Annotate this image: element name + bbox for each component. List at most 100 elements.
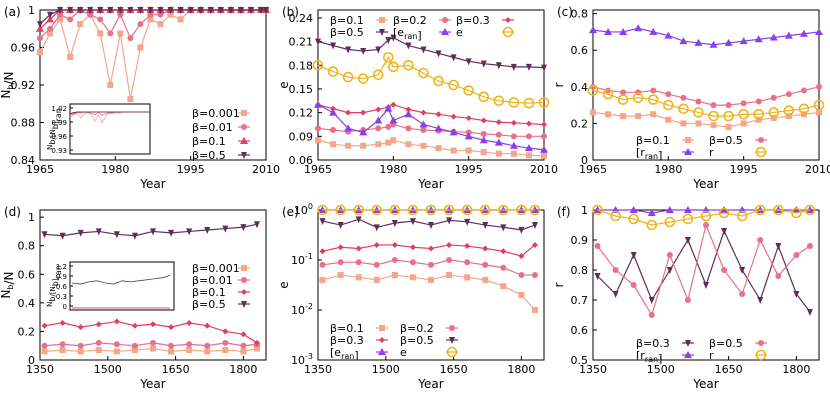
data-point <box>529 204 541 216</box>
data-point <box>177 16 184 23</box>
data-point <box>131 232 138 240</box>
y-tick-label: 10-2 <box>291 302 313 317</box>
label-part: r <box>552 282 566 287</box>
label-part: ] <box>52 278 60 281</box>
data-point <box>754 204 766 216</box>
data-point <box>385 37 392 44</box>
label-part: N <box>0 290 13 299</box>
label-part: β=0.01 <box>192 121 233 134</box>
x-axis-label: Year <box>417 377 443 391</box>
x-axis-label: Year <box>692 377 718 391</box>
y-axis-label: Nb/N <box>0 71 16 98</box>
data-point <box>770 114 777 121</box>
data-point <box>95 228 102 236</box>
data-point <box>204 342 211 349</box>
legend-label: β=0.3 <box>456 14 490 27</box>
data-point <box>330 141 337 148</box>
inset-tick-label: 1.2 <box>56 263 67 271</box>
data-point <box>449 128 458 136</box>
label-part: 1 <box>28 4 35 17</box>
inset-tick-label: 0.6 <box>56 283 68 291</box>
label-part: r <box>709 146 714 159</box>
legend-marker <box>441 28 449 35</box>
legend-marker <box>241 265 247 271</box>
legend-label: β=0.2 <box>393 14 427 27</box>
y-tick-label: 10-1 <box>291 252 313 267</box>
data-point <box>337 259 344 266</box>
data-point <box>446 241 453 248</box>
data-point <box>335 204 346 216</box>
inset-tick-label: 0.99 <box>51 119 67 127</box>
data-point <box>372 69 384 81</box>
data-point <box>371 204 383 216</box>
label-part: /[N <box>49 286 57 296</box>
y-tick-label: 0.21 <box>289 36 314 49</box>
data-point <box>665 116 672 123</box>
data-point <box>67 16 74 23</box>
chart-panel-5: 1350 1500 1650 1800 0.5 0.6 0.7 0.8 0.9 1 Year r (f)… <box>552 204 820 391</box>
legend: β=0.1 β=0.2 β=0.3 β=0.5 [eran] e <box>330 14 514 42</box>
data-point <box>510 119 517 126</box>
data-point <box>693 107 704 118</box>
data-point <box>682 213 694 225</box>
data-point <box>186 347 193 353</box>
data-point <box>648 312 655 318</box>
data-point <box>435 145 442 152</box>
data-point <box>678 103 689 115</box>
label-part: r <box>709 349 714 362</box>
y-tick-label: 0 <box>28 354 35 367</box>
y-tick-label: 0.6 <box>571 324 589 337</box>
y-tick-label: 1 <box>28 4 35 17</box>
data-point <box>97 30 104 37</box>
data-point <box>117 30 124 37</box>
data-point <box>36 24 44 32</box>
data-point <box>41 348 48 355</box>
data-point <box>186 341 193 348</box>
data-point <box>420 109 427 116</box>
data-point <box>815 27 823 35</box>
legend-marker <box>755 146 767 158</box>
data-point <box>518 272 525 279</box>
data-point <box>374 116 383 124</box>
data-point <box>391 272 398 279</box>
label-part: β=0.01 <box>192 274 233 287</box>
data-point <box>710 122 717 129</box>
data-point <box>525 120 532 127</box>
label-part: ran <box>645 355 658 364</box>
series-line <box>592 86 820 106</box>
data-point <box>680 120 687 127</box>
data-point <box>540 145 548 153</box>
x-tick-label: 1350 <box>579 363 607 376</box>
data-point <box>446 257 453 263</box>
data-point <box>619 27 628 35</box>
data-point <box>420 46 427 54</box>
label-part: ran <box>54 108 63 121</box>
data-point <box>247 7 254 14</box>
y-tick-label: 0.24 <box>289 12 314 25</box>
data-point <box>510 150 517 157</box>
data-point <box>147 11 154 18</box>
y-tick-label: 10-3 <box>291 352 313 367</box>
label-part: 10 <box>291 254 305 267</box>
data-point <box>587 85 599 96</box>
label-part: 1 <box>581 204 588 217</box>
data-point <box>798 103 810 115</box>
x-tick-label: 1500 <box>647 363 675 376</box>
data-point <box>531 272 538 279</box>
label-part: 10 <box>294 204 308 217</box>
data-point <box>754 35 763 43</box>
data-point <box>150 228 156 236</box>
label-part: β=0.3 <box>456 14 490 27</box>
data-point <box>665 91 672 98</box>
legend-label: β=0.001 <box>192 107 240 120</box>
legend-label: β=0.01 <box>192 121 233 134</box>
data-point <box>345 109 352 116</box>
legend-label: β=0.5 <box>192 298 226 311</box>
data-point <box>107 7 114 14</box>
data-point <box>590 109 596 116</box>
legend-label: r <box>709 146 714 159</box>
data-point <box>541 133 547 140</box>
data-point <box>450 54 457 62</box>
data-point <box>37 35 43 42</box>
data-point <box>47 25 54 32</box>
